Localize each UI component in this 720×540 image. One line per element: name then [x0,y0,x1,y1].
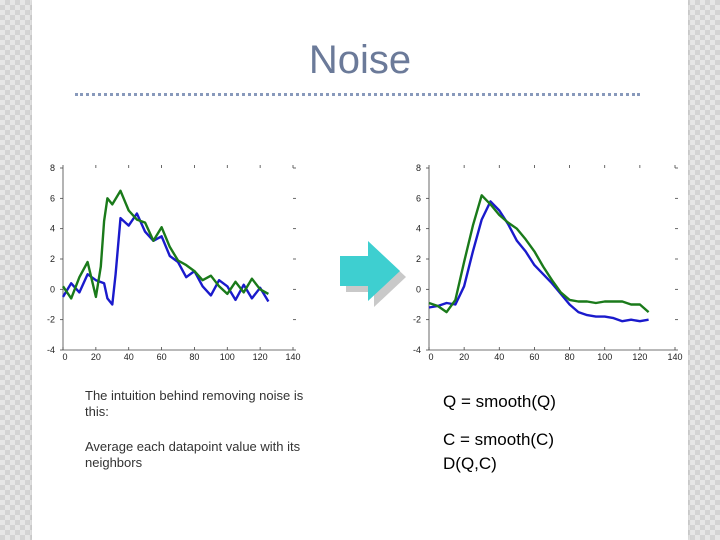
y-tick-label: -4 [47,345,55,355]
average-text: Average each datapoint value with its ne… [85,439,301,470]
x-tick-label: 120 [253,352,268,362]
slide-title: Noise [308,38,412,82]
series-line-q [61,212,270,306]
x-tick-label: 60 [529,352,539,362]
y-tick-label: 8 [50,163,55,173]
formula-smooth-c: C = smooth(C) [443,430,554,449]
intuition-text: The intuition behind removing noise is t… [85,388,304,419]
series-line-c [62,189,269,300]
series-line-q [428,200,649,323]
x-tick-label: 140 [667,352,682,362]
x-tick-label: 20 [91,352,101,362]
y-tick-label: -2 [413,315,421,325]
x-tick-label: 80 [565,352,575,362]
formula-distance: D(Q,C) [443,454,497,473]
y-tick-label: 4 [416,224,421,234]
x-tick-label: 0 [428,352,433,362]
y-tick-label: 0 [50,284,55,294]
right-arrow-icon [340,241,406,307]
y-tick-label: 8 [416,163,421,173]
y-tick-label: 2 [50,254,55,264]
series-line-c [428,194,650,314]
x-tick-label: 40 [124,352,134,362]
x-tick-label: 140 [285,352,300,362]
x-tick-label: 40 [494,352,504,362]
y-tick-label: 6 [50,193,55,203]
x-tick-label: 20 [459,352,469,362]
x-tick-label: 0 [62,352,67,362]
y-tick-label: 2 [416,254,421,264]
formula-smooth-q: Q = smooth(Q) [443,392,556,411]
y-tick-label: -2 [47,315,55,325]
x-tick-label: 100 [220,352,235,362]
x-tick-label: 120 [632,352,647,362]
y-tick-label: -4 [413,345,421,355]
x-tick-label: 60 [157,352,167,362]
y-tick-label: 6 [416,193,421,203]
title-divider [75,93,640,96]
y-tick-label: 4 [50,224,55,234]
x-tick-label: 100 [597,352,612,362]
x-tick-label: 80 [189,352,199,362]
y-tick-label: 0 [416,284,421,294]
